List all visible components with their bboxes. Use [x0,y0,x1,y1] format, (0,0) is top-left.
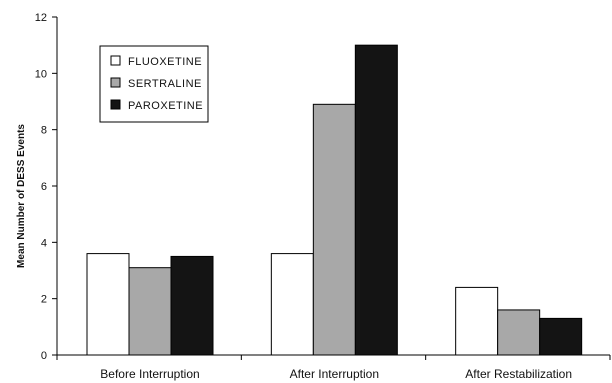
bar-sertraline-3 [497,309,541,356]
bar-paroxetine-2 [354,44,398,356]
legend-swatch-paroxetine [110,99,121,110]
bar-sertraline-1 [128,267,172,356]
legend-label-sertraline: SERTRALINE [128,78,202,90]
bar-paroxetine-1 [170,255,214,356]
x-tick-label: After Interruption [290,367,379,381]
bar-fluoxetine-2 [270,253,314,356]
legend-swatch-sertraline [110,77,121,88]
axes: Before Interruption After Interruption Aft… [35,12,611,381]
bar-paroxetine-3 [539,317,583,356]
y-tick-label: 10 [35,68,47,80]
bar-fluoxetine-1 [86,253,130,356]
bars [86,44,583,356]
y-tick-label: 8 [41,125,47,137]
legend-label-paroxetine: PAROXETINE [128,100,203,112]
y-axis-title: Mean Number of DESS Events [16,124,27,268]
y-tick-label: 4 [41,237,47,249]
y-tick-label: 2 [41,294,47,306]
legend-swatch-fluoxetine [110,55,121,66]
legend: FLUOXETINE SERTRALINE PAROXETINE [99,45,209,123]
x-tick-label: Before Interruption [100,367,199,381]
y-tick-label: 0 [41,350,47,362]
bar-fluoxetine-3 [455,286,499,356]
y-tick-label: 6 [41,181,47,193]
legend-label-fluoxetine: FLUOXETINE [128,56,202,68]
bar-sertraline-2 [312,103,356,356]
x-tick-label: After Restabilization [465,367,572,381]
y-tick-label: 12 [35,12,47,24]
